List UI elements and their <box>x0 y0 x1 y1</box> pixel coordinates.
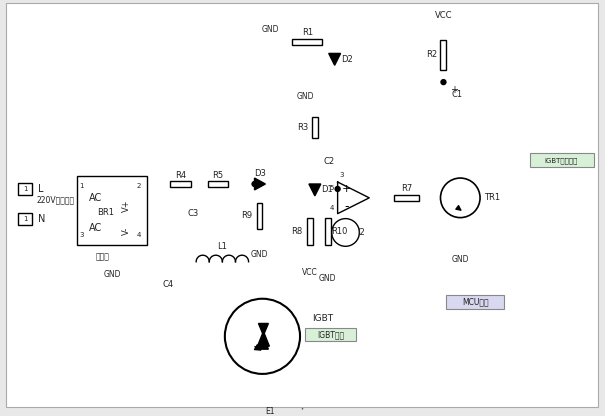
Text: N: N <box>38 213 45 224</box>
Bar <box>394 195 419 201</box>
Text: GND: GND <box>296 92 314 102</box>
Text: MCU中断: MCU中断 <box>462 297 488 306</box>
Text: C2: C2 <box>323 157 335 166</box>
Text: AC: AC <box>89 193 102 203</box>
Text: C3: C3 <box>188 209 199 218</box>
Text: C4: C4 <box>163 280 174 290</box>
Text: R4: R4 <box>175 171 186 180</box>
Text: GND: GND <box>451 255 469 264</box>
Text: V+: V+ <box>122 199 131 212</box>
Text: IGBT驱动信号: IGBT驱动信号 <box>544 157 578 163</box>
Text: GND: GND <box>261 25 279 34</box>
Polygon shape <box>258 324 269 335</box>
Text: BR1: BR1 <box>97 208 114 217</box>
Text: R2: R2 <box>426 50 437 59</box>
Text: R8: R8 <box>292 227 302 236</box>
Text: GND: GND <box>250 250 268 259</box>
Text: VCC: VCC <box>302 267 318 277</box>
Polygon shape <box>338 182 369 214</box>
Bar <box>18 183 32 195</box>
Text: 5: 5 <box>330 185 334 191</box>
Polygon shape <box>255 178 266 190</box>
Polygon shape <box>309 184 321 196</box>
Polygon shape <box>329 53 341 65</box>
Circle shape <box>335 186 340 191</box>
Bar <box>312 117 318 138</box>
Text: AC: AC <box>89 223 102 233</box>
Bar <box>208 181 228 187</box>
Text: GND: GND <box>103 270 121 280</box>
Text: GND: GND <box>319 275 336 283</box>
Text: D2: D2 <box>341 55 352 64</box>
Text: 4: 4 <box>137 233 141 238</box>
Bar <box>305 328 356 341</box>
Text: E1: E1 <box>266 407 275 416</box>
Bar <box>529 154 594 167</box>
Text: I2: I2 <box>358 228 365 237</box>
Polygon shape <box>258 332 269 346</box>
Text: D1: D1 <box>321 186 333 194</box>
Bar <box>307 218 313 245</box>
Text: -: - <box>344 200 348 213</box>
Text: 2: 2 <box>137 183 141 189</box>
Bar <box>77 176 146 245</box>
Text: +: + <box>450 84 459 94</box>
Bar <box>440 40 446 70</box>
Text: IGBT: IGBT <box>312 314 333 323</box>
Text: R1: R1 <box>302 28 313 37</box>
Text: 1: 1 <box>23 186 27 192</box>
Text: VCC: VCC <box>435 11 452 20</box>
Bar <box>170 181 191 187</box>
Text: R9: R9 <box>241 211 252 220</box>
Text: V-: V- <box>122 226 131 235</box>
Text: TR1: TR1 <box>484 193 500 202</box>
Text: IGBT驱动: IGBT驱动 <box>317 330 344 339</box>
Text: 4: 4 <box>330 205 334 211</box>
Text: +: + <box>342 184 352 194</box>
Text: R5: R5 <box>212 171 223 180</box>
Text: L: L <box>38 184 44 194</box>
Text: L1: L1 <box>217 242 227 251</box>
Circle shape <box>441 79 446 84</box>
Text: D3: D3 <box>254 168 266 178</box>
Circle shape <box>252 181 257 186</box>
Bar <box>18 213 32 225</box>
Text: C1: C1 <box>452 90 463 99</box>
Text: 1: 1 <box>23 215 27 222</box>
Text: 整流桥: 整流桥 <box>95 253 109 262</box>
Bar <box>257 203 263 229</box>
Bar <box>292 39 322 45</box>
Bar <box>446 295 504 309</box>
Bar <box>325 218 331 245</box>
Text: R10: R10 <box>332 227 348 236</box>
Text: R7: R7 <box>401 184 412 193</box>
Polygon shape <box>258 337 269 349</box>
Text: 3: 3 <box>339 172 344 178</box>
Text: 1: 1 <box>79 183 83 189</box>
Text: R3: R3 <box>298 123 309 132</box>
Text: 220V交流信号: 220V交流信号 <box>37 196 75 204</box>
Text: 3: 3 <box>79 233 83 238</box>
